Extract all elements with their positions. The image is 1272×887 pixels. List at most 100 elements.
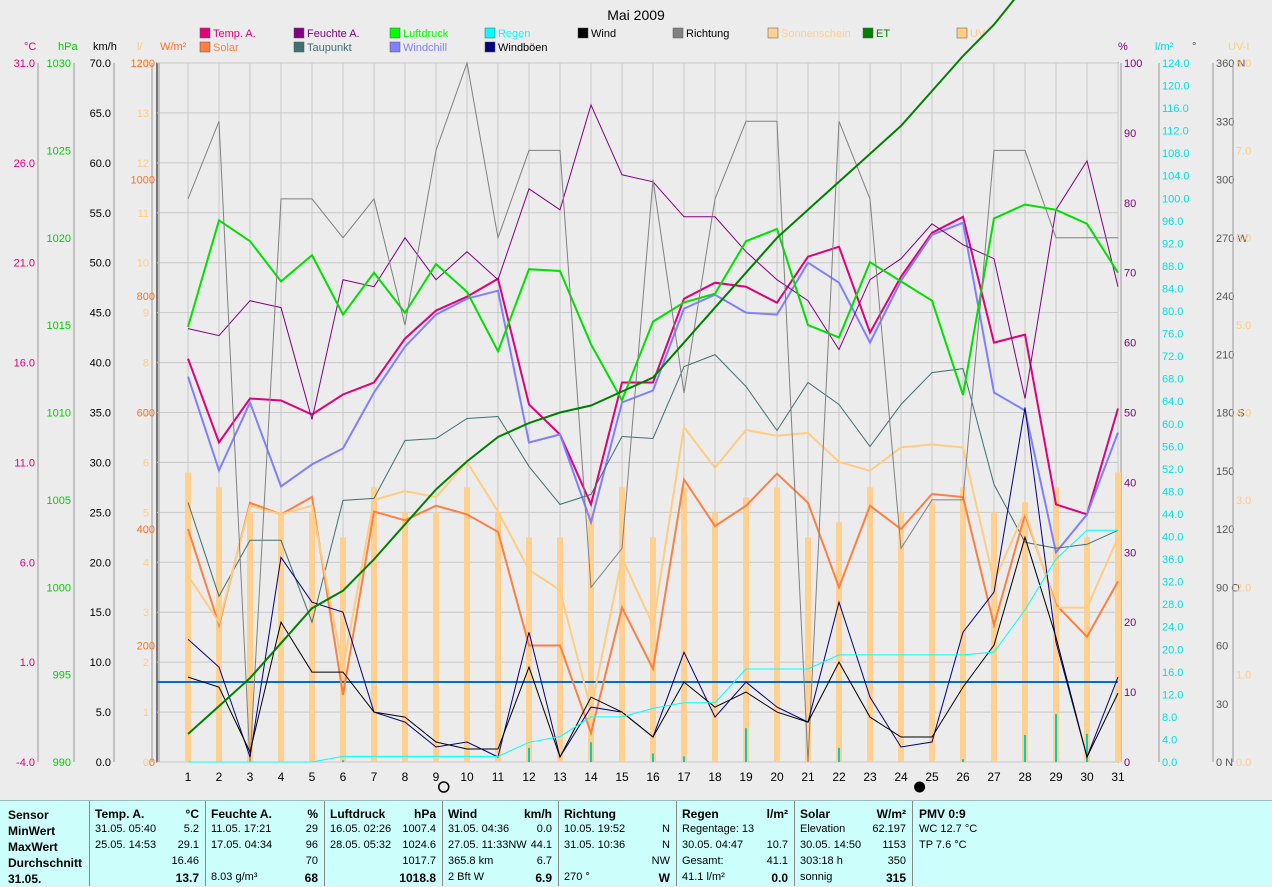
axis-tick-label: 7.0 [1236,145,1251,157]
uv-bar [867,487,873,762]
axis-tick-label: 32.0 [1162,577,1183,589]
row-label: 270 ° [564,871,590,883]
moon-empty-icon [438,781,450,793]
sensor-row-label: MinWert [8,824,56,838]
x-tick-label: 14 [584,770,598,784]
axis-tick-label: 25.0 [90,507,111,519]
pmv-wc: WC 12.7 °C [919,823,978,835]
uv-bar [991,512,997,762]
row-label: 2 Bft W [448,871,485,883]
series-line-temp-a- [187,215,1119,516]
uv-bar [619,487,625,762]
axis-tick-label: 12.0 [1162,689,1183,701]
legend-label: Windchill [403,42,447,54]
x-tick-label: 7 [371,770,378,784]
axis-tick-label: 0.0 [1236,757,1251,769]
column-header: Luftdruck [330,807,386,821]
row-value: N [662,839,670,851]
column-header: Wind [448,807,478,821]
series-line-windchill [187,221,1119,555]
pmv-column: PMV 0:9 WC 12.7 °C TP 7.6 °C [913,801,1272,886]
axis-tick-label: 70.0 [90,58,111,70]
row-value: 96 [305,839,318,851]
uv-bar [1053,487,1059,762]
axis-tick-label: 800 [137,291,155,303]
row-value: 13.7 [175,871,199,885]
x-tick-label: 15 [615,770,629,784]
axis-tick-label: 200 [137,641,155,653]
x-tick-label: 12 [522,770,536,784]
axis-tick-label: 240 [1216,291,1234,303]
moon-full-icon [914,781,926,793]
row-label: 365.8 km [448,855,494,867]
x-tick-label: 10 [460,770,474,784]
sensor-row-label: MaxWert [8,840,58,854]
axis-tick-label: 8.0 [1236,58,1251,70]
rain-bar [683,756,685,762]
legend-swatch [199,27,211,39]
pmv-header: PMV 0:9 [919,807,966,821]
axis-unit-label: UV-I [1228,41,1249,53]
row-label: 31.05. 05:40 [95,823,157,835]
row-label: 30.05. 14:50 [800,839,862,851]
row-value: NW [651,855,670,867]
x-tick-label: 26 [956,770,970,784]
rain-bar [1086,733,1088,762]
uv-bar [712,512,718,762]
axis-tick-label: 11.0 [14,457,35,469]
x-tick-label: 17 [677,770,691,784]
uv-bar [371,487,377,762]
row-label: 28.05. 05:32 [330,839,392,851]
x-tick-label: 29 [1049,770,1063,784]
uv-bar [526,537,532,762]
axis-tick-label: 1.0 [20,657,35,669]
x-tick-label: 9 [433,770,440,784]
x-tick-label: 2 [216,770,223,784]
uv-bar [681,487,687,762]
x-tick-label: 28 [1018,770,1032,784]
axis-tick-label: 40.0 [1162,532,1183,544]
axis-tick-label: 12 [137,158,149,170]
axis-unit-label: % [1118,41,1128,53]
row-value: 1017.7 [402,855,436,867]
row-value: 1018.8 [399,871,436,885]
series-line-wind [187,535,1119,759]
axis-tick-label: 400 [137,524,155,536]
legend-label: Solar [213,42,239,54]
x-tick-label: 25 [925,770,939,784]
x-tick-label: 16 [646,770,660,784]
axis-tick-label: -4.0 [16,757,35,769]
x-tick-label: 18 [708,770,722,784]
series-line-sonnenschein [187,424,1119,710]
legend-label: Richtung [686,28,729,40]
column-unit: °C [185,807,199,821]
row-label: 17.05. 04:34 [211,839,273,851]
axis-tick-label: 64.0 [1162,396,1183,408]
axis-tick-label: 150 [1216,466,1234,478]
legend-swatch [672,27,684,39]
axis-tick-label: 52.0 [1162,464,1183,476]
axis-tick-label: 50.0 [90,258,111,270]
legend-swatch [956,27,968,39]
x-tick-label: 5 [309,770,316,784]
axis-tick-label: 30 [1124,547,1136,559]
axis-tick-label: 20 [1124,617,1136,629]
column-header: Solar [800,807,831,821]
axis-tick-label: 31.0 [14,58,35,70]
axis-tick-label: 6 [143,457,149,469]
humidity-column: Feuchte A.% 11.05. 17:21 29 17.05. 04:34 96 7… [206,801,325,886]
axis-tick-label: 5.0 [96,707,111,719]
axis-tick-label: 120 [1216,524,1234,536]
row-value: 41.1 [766,855,788,867]
axis-unit-label: ° [1192,41,1196,53]
axis-tick-label: 6.0 [20,557,35,569]
solar-column: Solar W/m² Elevation 62.197 30.05. 14:50 1153… [795,801,913,886]
uv-bar [805,537,811,762]
row-value: 5.2 [183,823,199,835]
row-value: W [658,871,670,885]
uv-bar [898,512,904,762]
axis-tick-label: 36.0 [1162,554,1183,566]
axis-tick-label: 20.0 [1162,644,1183,656]
legend-swatch [389,41,401,53]
x-tick-label: 1 [185,770,192,784]
